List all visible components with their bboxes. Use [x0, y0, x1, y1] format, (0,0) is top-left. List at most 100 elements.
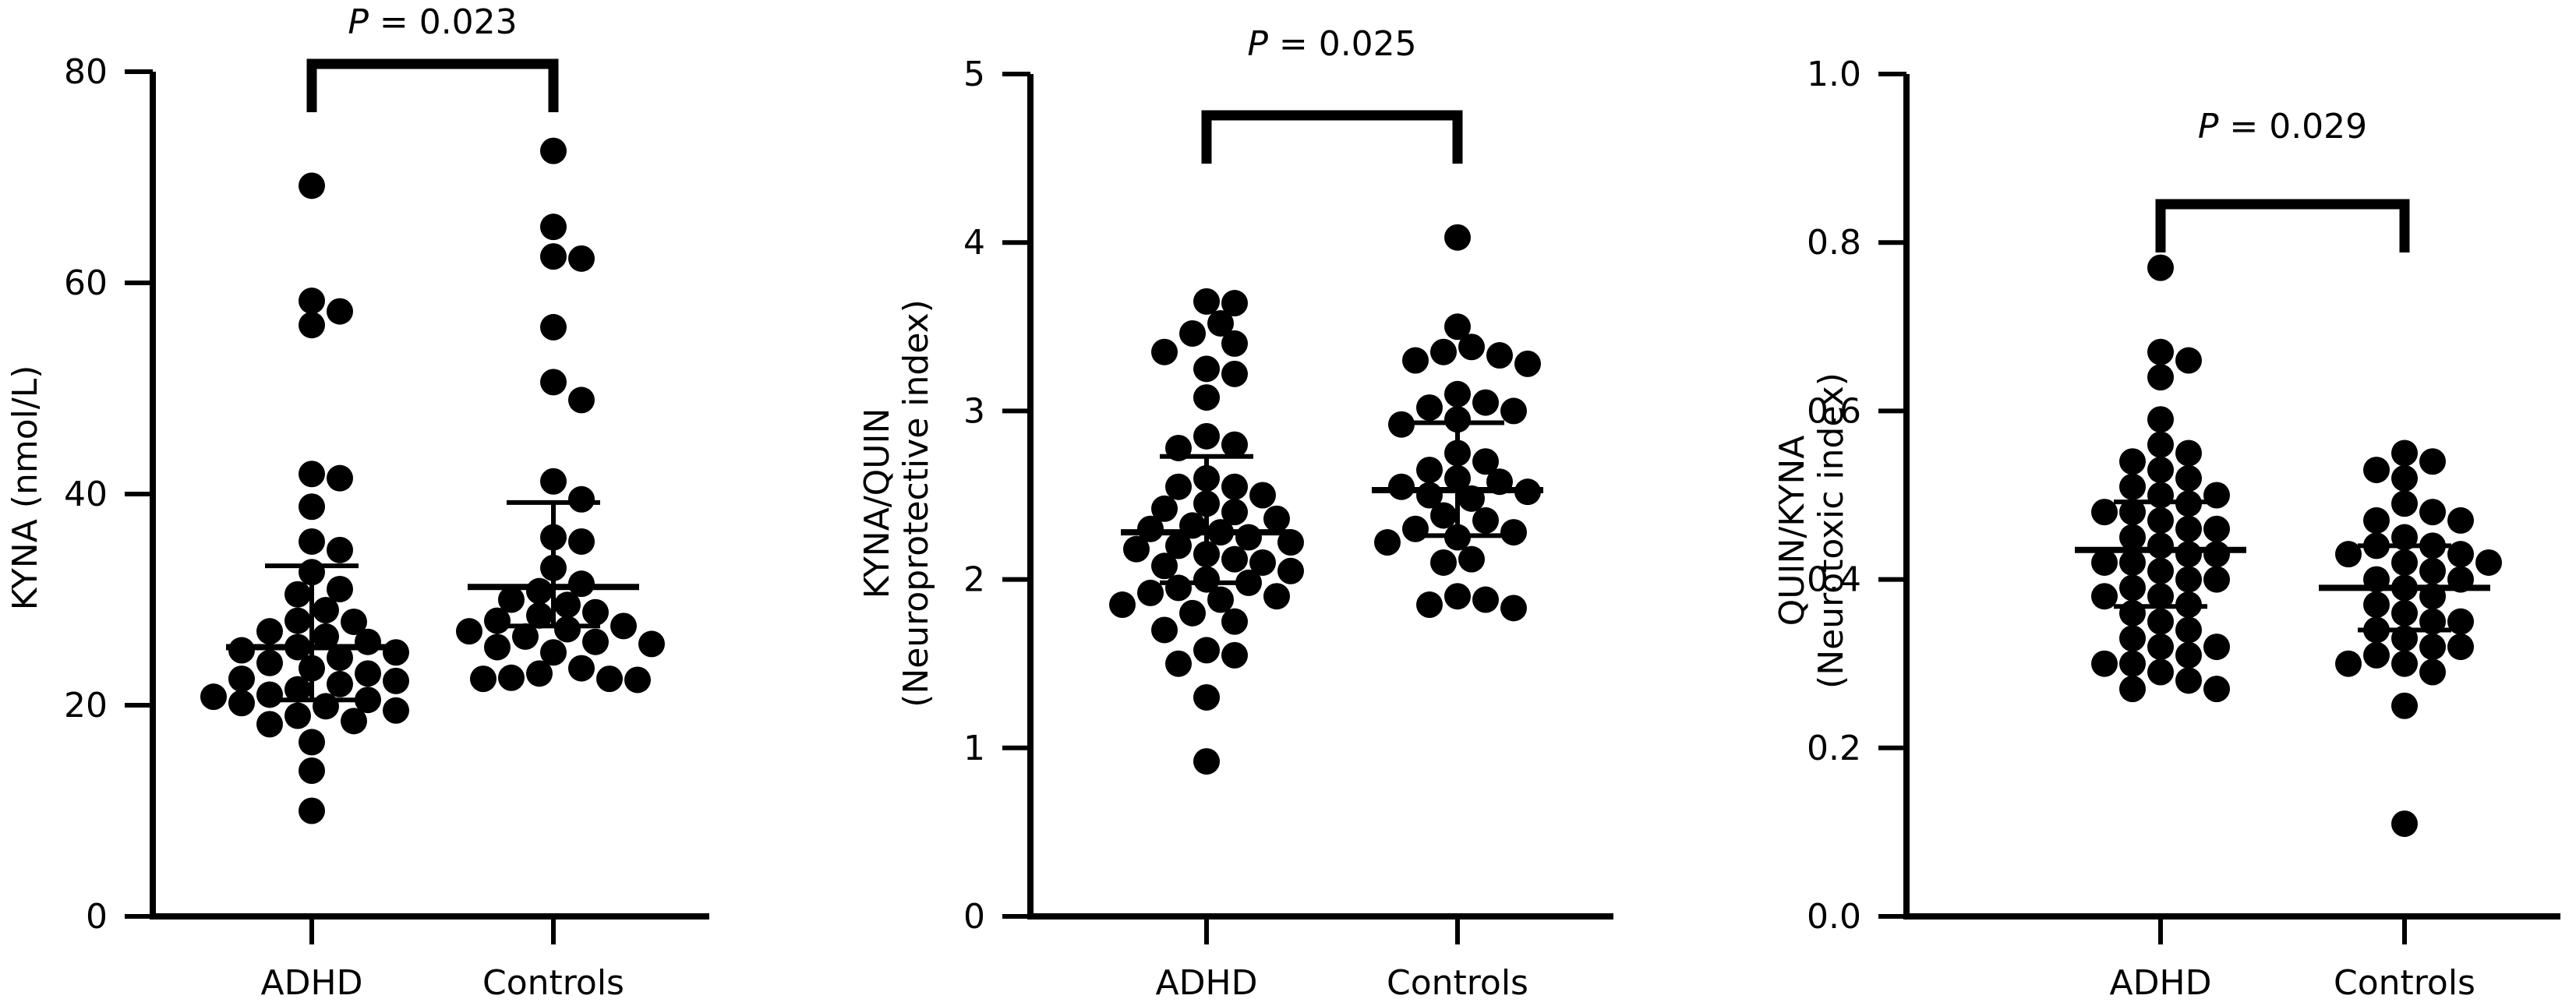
- significance-bracket: [306, 58, 559, 112]
- data-point: [1416, 591, 1443, 619]
- data-point: [1500, 397, 1527, 425]
- data-point: [596, 665, 623, 693]
- data-point: [638, 630, 665, 658]
- data-point: [2147, 658, 2174, 686]
- y-tick-label: 1.0: [1807, 55, 1861, 94]
- data-point: [327, 536, 353, 563]
- data-point: [2391, 464, 2418, 492]
- data-point: [2175, 347, 2202, 374]
- y-axis-label: KYNA (nmol/L): [5, 365, 45, 611]
- data-point: [2335, 541, 2362, 568]
- data-point: [1458, 334, 1485, 361]
- data-point: [2175, 464, 2202, 492]
- p-value-label: P = 0.023: [348, 2, 517, 42]
- data-point: [228, 637, 255, 664]
- data-point: [1277, 557, 1304, 584]
- data-point: [299, 172, 325, 199]
- data-point: [284, 581, 311, 608]
- data-point: [299, 757, 325, 785]
- data-point: [2119, 650, 2146, 677]
- data-point: [1109, 591, 1136, 619]
- data-point: [256, 618, 283, 645]
- data-point: [512, 623, 539, 650]
- data-point: [1151, 616, 1178, 644]
- data-point: [1207, 586, 1234, 613]
- y-tick-label: 0.2: [1807, 729, 1861, 768]
- data-point: [1249, 482, 1276, 509]
- y-tick-label: 0.0: [1807, 897, 1861, 937]
- data-point: [1193, 683, 1220, 711]
- data-point: [383, 639, 409, 666]
- significance-bracket: [2155, 199, 2410, 252]
- data-point: [299, 288, 325, 315]
- y-tick-label: 3: [963, 391, 985, 431]
- data-point: [2419, 634, 2446, 661]
- data-point: [2419, 448, 2446, 475]
- data-point: [526, 660, 553, 687]
- x-tick-label: ADHD: [2110, 963, 2212, 1003]
- data-point: [313, 623, 339, 650]
- data-point: [284, 702, 311, 729]
- data-point: [2091, 549, 2118, 576]
- data-point: [1402, 515, 1429, 542]
- data-point: [470, 665, 496, 693]
- data-point: [1263, 583, 1290, 610]
- data-point: [2175, 439, 2202, 467]
- data-point: [1221, 360, 1248, 387]
- data-point: [1444, 313, 1471, 341]
- data-point: [540, 369, 567, 396]
- data-point: [582, 628, 609, 655]
- data-point: [554, 591, 581, 619]
- data-point: [2419, 557, 2446, 584]
- data-point: [1165, 574, 1192, 602]
- data-point: [1193, 384, 1220, 411]
- data-point: [2119, 524, 2146, 551]
- data-point: [1221, 431, 1248, 458]
- data-point: [1137, 579, 1164, 606]
- data-point: [2119, 473, 2146, 500]
- data-point: [2119, 448, 2146, 475]
- data-point: [1123, 535, 1150, 563]
- p-value-label: P = 0.029: [2198, 107, 2367, 146]
- data-point: [299, 312, 325, 339]
- data-point: [1221, 330, 1248, 357]
- data-point: [1500, 595, 1527, 622]
- p-value: = 0.029: [2218, 107, 2367, 146]
- data-point: [1263, 505, 1290, 532]
- data-point: [2147, 406, 2174, 433]
- data-point: [1179, 319, 1206, 347]
- data-point: [2447, 634, 2474, 661]
- y-tick-label: 40: [64, 475, 108, 514]
- x-tick-label: Controls: [2334, 963, 2475, 1003]
- data-point: [1472, 448, 1499, 475]
- data-point: [2147, 634, 2174, 661]
- data-point: [1388, 411, 1415, 438]
- data-point: [2363, 591, 2390, 619]
- data-point: [1472, 389, 1499, 416]
- significance-bracket: [1201, 110, 1463, 164]
- data-point: [1444, 406, 1471, 433]
- data-point: [2119, 499, 2146, 526]
- data-point: [2175, 616, 2202, 644]
- data-point: [341, 608, 367, 635]
- data-point: [568, 570, 595, 598]
- data-point: [1221, 545, 1248, 573]
- data-point: [313, 597, 339, 624]
- data-point: [1430, 338, 1457, 365]
- data-point: [2119, 574, 2146, 602]
- data-point: [383, 667, 409, 694]
- data-point: [256, 711, 283, 738]
- data-point: [2175, 566, 2202, 593]
- y-axis-label-line: KYNA (nmol/L): [5, 365, 45, 611]
- data-point: [2363, 457, 2390, 484]
- data-point: [2147, 364, 2174, 391]
- data-point: [2147, 431, 2174, 458]
- data-point: [1193, 748, 1220, 775]
- data-point: [2091, 583, 2118, 610]
- data-point: [610, 612, 637, 640]
- data-point: [327, 670, 353, 697]
- data-point: [1388, 473, 1415, 500]
- data-point: [299, 461, 325, 488]
- data-point: [2391, 650, 2418, 677]
